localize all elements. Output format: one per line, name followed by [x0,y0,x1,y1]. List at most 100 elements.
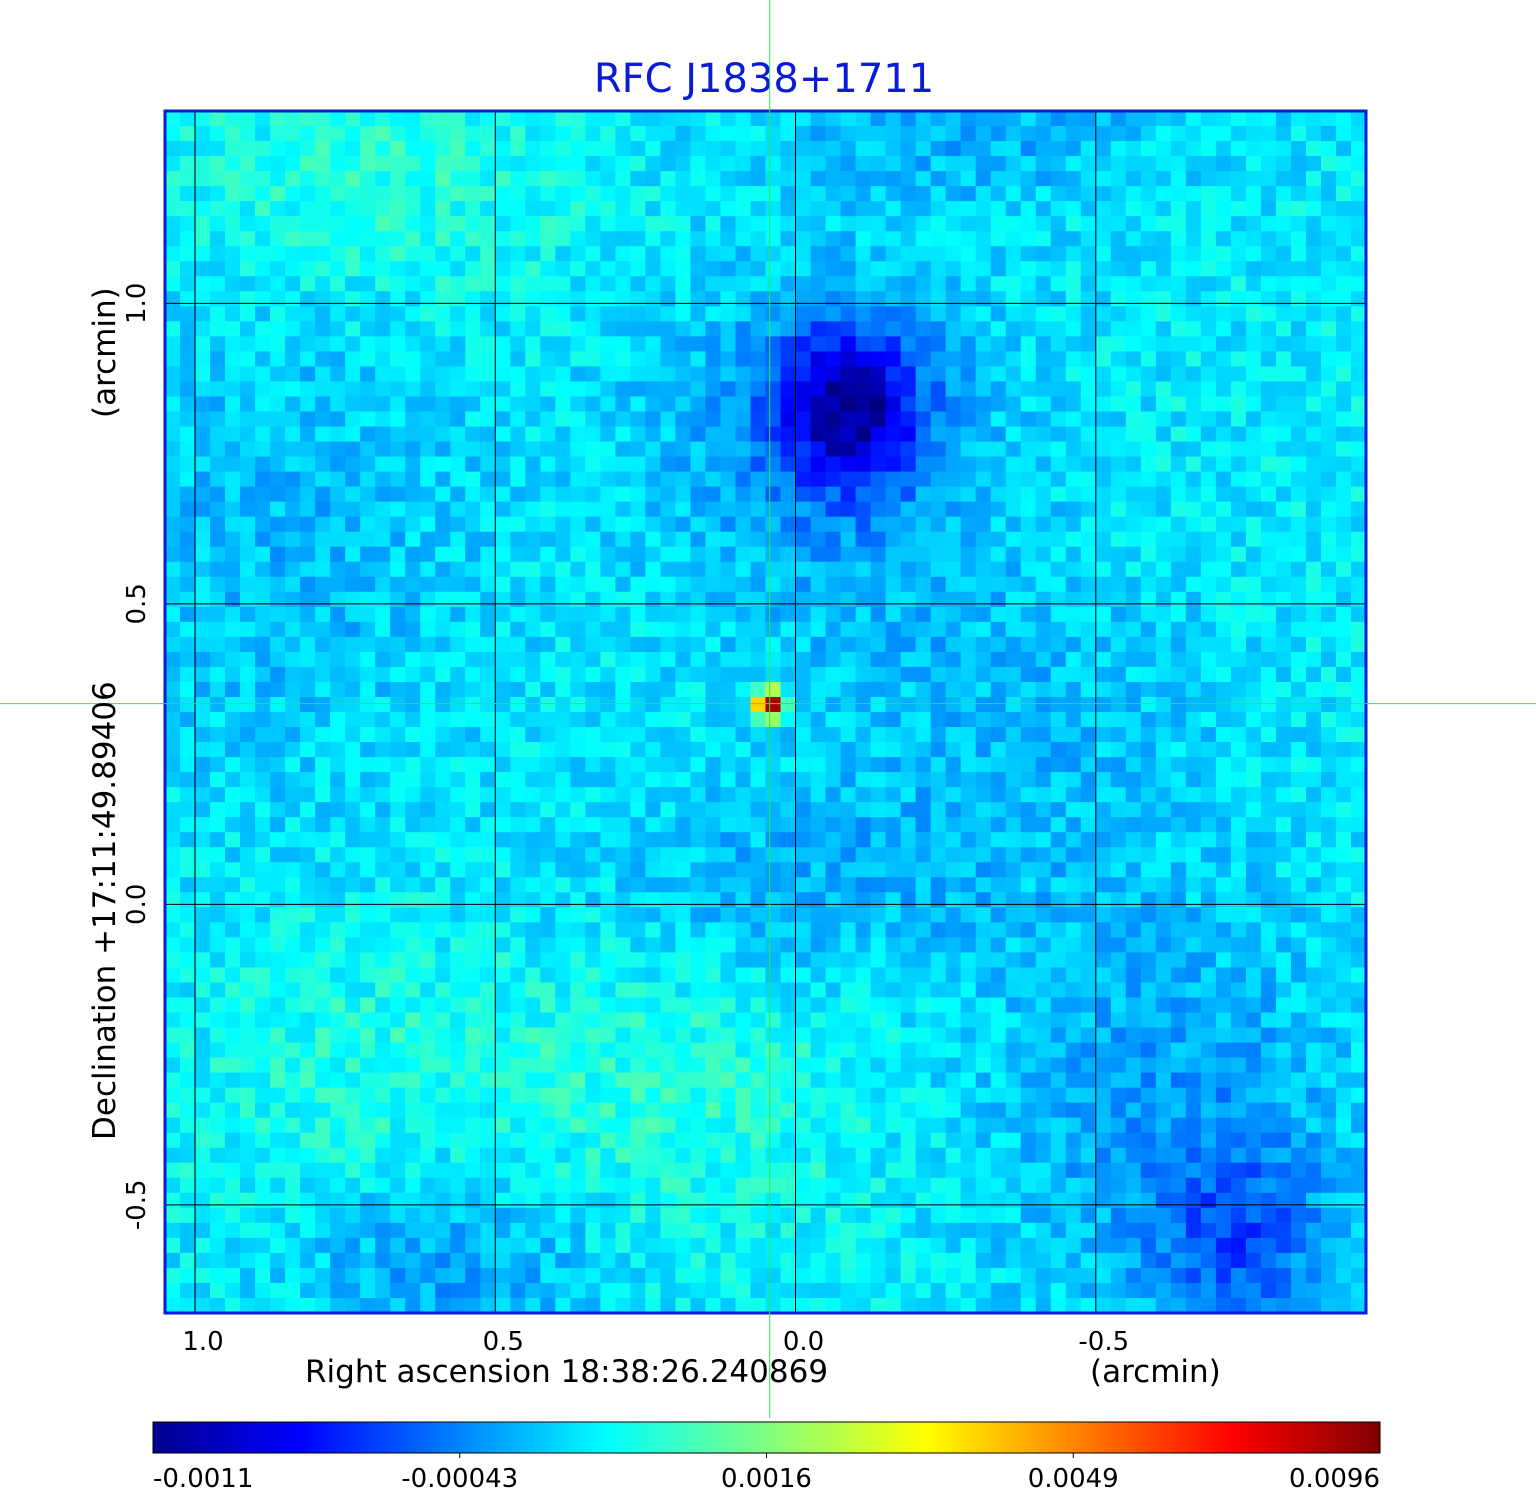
heatmap-cell [1170,201,1187,217]
heatmap-cell [510,967,526,984]
heatmap-cell [705,621,722,638]
heatmap-cell [1080,201,1097,217]
heatmap-cell [1305,696,1322,713]
heatmap-cell [855,907,872,923]
heatmap-cell [390,922,406,938]
heatmap-cell [1230,877,1247,893]
heatmap-cell [1185,501,1202,518]
heatmap-cell [630,937,646,954]
heatmap-cell [330,111,346,127]
heatmap-cell [1110,531,1127,548]
heatmap-cell [705,531,722,548]
heatmap-cell [315,411,331,428]
heatmap-cell [465,576,481,593]
heatmap-cell [1050,922,1067,938]
heatmap-cell [1080,156,1097,172]
heatmap-cell [1140,696,1157,713]
heatmap-cell [765,381,782,398]
heatmap-cell [825,982,842,999]
heatmap-cell [1170,246,1187,262]
heatmap-cell [735,591,752,608]
heatmap-cell [1005,937,1022,954]
heatmap-cell [585,231,601,247]
heatmap-cell [240,802,256,818]
heatmap-cell [705,651,722,668]
heatmap-cell [420,757,436,773]
heatmap-cell [675,246,692,262]
heatmap-cell [315,772,331,788]
heatmap-cell [1095,651,1112,668]
heatmap-cell [1020,862,1037,878]
heatmap-cell [825,441,842,458]
heatmap-cell [720,471,737,488]
heatmap-cell [540,576,556,593]
heatmap-cell [225,817,241,833]
heatmap-cell [600,111,616,127]
heatmap-cell [165,261,181,277]
heatmap-cell [645,967,662,984]
heatmap-cell [435,742,451,758]
heatmap-cell [1275,742,1292,758]
heatmap-cell [1035,621,1052,638]
heatmap-cell [240,1027,256,1044]
heatmap-cell [225,847,241,863]
heatmap-cell [855,636,872,653]
heatmap-cell [255,531,271,548]
heatmap-cell [255,666,271,683]
heatmap-cell [600,456,616,473]
heatmap-cell [180,907,196,923]
heatmap-cell [300,201,316,217]
heatmap-cell [930,426,947,443]
heatmap-cell [255,411,271,428]
heatmap-cell [840,231,857,247]
heatmap-cell [1305,186,1322,202]
heatmap-cell [765,817,782,833]
heatmap-cell [960,201,977,217]
heatmap-cell [540,186,556,202]
heatmap-cell [330,892,346,908]
heatmap-cell [315,366,331,383]
heatmap-cell [900,757,917,773]
heatmap-cell [360,802,376,818]
heatmap-cell [1185,712,1202,728]
heatmap-cell [1065,156,1082,172]
heatmap-cell [480,681,496,698]
heatmap-cell [255,471,271,488]
heatmap-cell [1035,832,1052,848]
heatmap-cell [645,486,662,503]
heatmap-cell [165,381,181,398]
heatmap-cell [840,186,857,202]
heatmap-cell [765,546,782,563]
heatmap-cell [690,937,707,954]
heatmap-cell [1230,651,1247,668]
heatmap-cell [720,411,737,428]
heatmap-cell [660,937,677,954]
heatmap-cell [1260,186,1277,202]
heatmap-cell [1170,546,1187,563]
heatmap-cell [1110,1027,1127,1044]
heatmap-cell [735,817,752,833]
heatmap-cell [1335,546,1352,563]
heatmap-cell [270,306,286,322]
heatmap-cell [465,171,481,187]
heatmap-cell [930,291,947,307]
heatmap-cell [900,636,917,653]
heatmap-cell [1110,366,1127,383]
heatmap-cell [240,787,256,803]
heatmap-cell [1035,892,1052,908]
heatmap-cell [1260,261,1277,277]
heatmap-cell [555,681,571,698]
heatmap-cell [855,336,872,353]
heatmap-cell [510,772,526,788]
heatmap-cell [1035,787,1052,803]
heatmap-cell [225,141,241,157]
heatmap-cell [735,727,752,743]
heatmap-cell [1080,937,1097,954]
heatmap-cell [870,621,887,638]
heatmap-cell [270,621,286,638]
heatmap-cell [900,516,917,533]
heatmap-cell [1080,787,1097,803]
heatmap-cell [1305,937,1322,954]
heatmap-cell [1335,712,1352,728]
heatmap-cell [645,742,662,758]
